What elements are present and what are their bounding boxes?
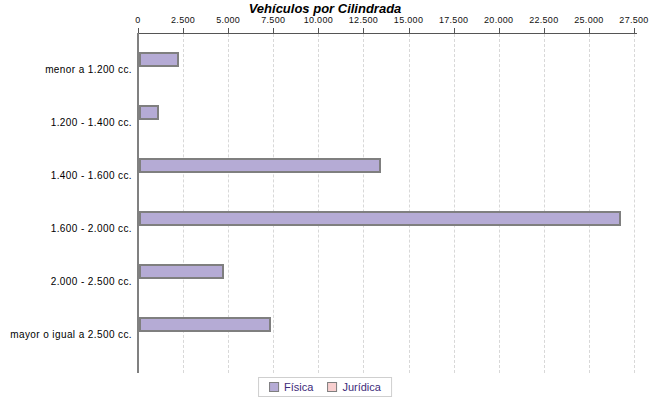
x-axis-tick-label: 22.500	[522, 15, 566, 25]
x-axis-tick	[499, 28, 500, 33]
category-label: menor a 1.200 cc.	[0, 64, 132, 76]
x-axis-tick-label: 25.000	[567, 15, 611, 25]
x-axis-tick	[318, 28, 319, 33]
x-axis-tick	[183, 28, 184, 33]
x-axis-tick	[409, 28, 410, 33]
x-axis-tick-label: 0	[116, 15, 160, 25]
x-axis-tick-label: 27.500	[612, 15, 650, 25]
gridline	[409, 34, 410, 373]
x-axis-tick	[363, 28, 364, 33]
legend-entry-física: Física	[269, 381, 313, 393]
gridline	[589, 34, 590, 373]
gridline	[318, 34, 319, 373]
bar-física	[139, 264, 224, 279]
x-axis-tick-label: 5.000	[206, 15, 250, 25]
category-label: 1.600 - 2.000 cc.	[0, 223, 132, 235]
x-axis-tick-label: 20.000	[477, 15, 521, 25]
x-axis-tick-label: 12.500	[341, 15, 385, 25]
gridline	[273, 34, 274, 373]
legend-entry-jurídica: Jurídica	[327, 381, 381, 393]
bar-física	[139, 158, 381, 173]
bar-física	[139, 52, 179, 67]
x-axis-line	[137, 33, 637, 34]
legend: Física Jurídica	[258, 377, 392, 397]
legend-swatch-icon	[327, 382, 337, 392]
x-axis-tick-label: 10.000	[296, 15, 340, 25]
category-label: 1.400 - 1.600 cc.	[0, 170, 132, 182]
legend-swatch-icon	[269, 382, 279, 392]
chart-title: Vehículos por Cilindrada	[0, 1, 650, 16]
category-label: 1.200 - 1.400 cc.	[0, 117, 132, 129]
x-axis-tick	[544, 28, 545, 33]
bar-física	[139, 105, 159, 120]
x-axis-tick-label: 2.500	[161, 15, 205, 25]
gridline	[634, 34, 635, 373]
legend-label: Jurídica	[342, 381, 381, 393]
gridline	[544, 34, 545, 373]
x-axis-tick-label: 7.500	[251, 15, 295, 25]
bar-chart: Vehículos por Cilindrada 02.5005.0007.50…	[0, 0, 650, 400]
x-axis-tick-label: 15.000	[387, 15, 431, 25]
gridline	[454, 34, 455, 373]
legend-label: Física	[284, 381, 313, 393]
bar-física	[139, 317, 271, 332]
x-axis-tick	[589, 28, 590, 33]
bar-física	[139, 211, 621, 226]
gridline	[363, 34, 364, 373]
x-axis-tick	[634, 28, 635, 33]
x-axis-tick	[454, 28, 455, 33]
category-label: mayor o igual a 2.500 cc.	[0, 329, 132, 341]
x-axis-tick	[273, 28, 274, 33]
x-axis-tick	[228, 28, 229, 33]
category-label: 2.000 - 2.500 cc.	[0, 276, 132, 288]
x-axis-tick-label: 17.500	[432, 15, 476, 25]
gridline	[499, 34, 500, 373]
